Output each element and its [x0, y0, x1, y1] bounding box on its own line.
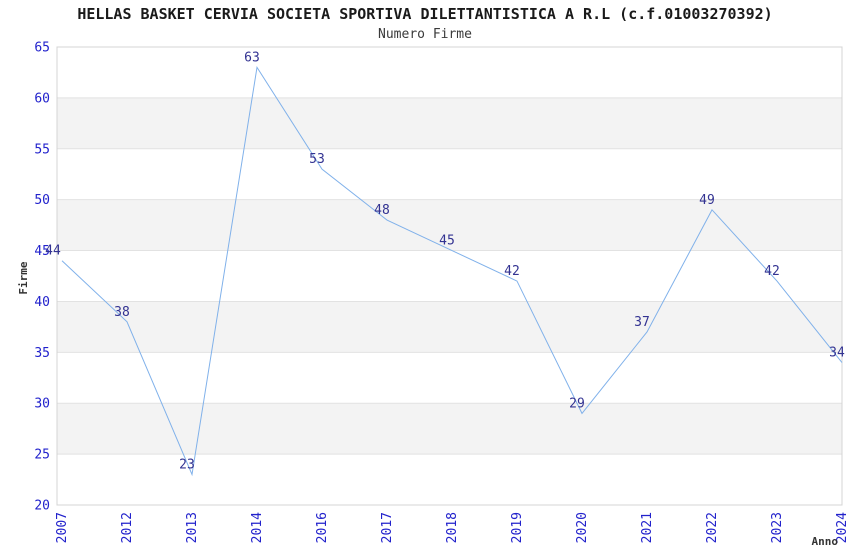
shaded-bands — [57, 97, 842, 455]
data-point-label: 48 — [374, 203, 390, 218]
x-tick-label: 2024 — [835, 512, 850, 543]
x-tick-label: 2013 — [185, 512, 200, 543]
data-point-label: 23 — [179, 457, 195, 472]
data-point-label: 49 — [699, 193, 715, 208]
y-tick-label: 55 — [34, 142, 50, 157]
chart-title: HELLAS BASKET CERVIA SOCIETA SPORTIVA DI… — [77, 5, 773, 23]
data-point-label: 38 — [114, 305, 130, 320]
series-line — [61, 65, 843, 477]
y-tick-label: 35 — [34, 346, 50, 361]
y-tick-label: 45 — [34, 244, 50, 259]
y-tick-label: 30 — [34, 397, 50, 412]
x-axis-tick-labels: 2007 2012 2013 2014 2016 2017 2018 2019 2020 2021… — [55, 512, 850, 543]
shaded-band — [57, 97, 842, 149]
y-tick-label: 25 — [34, 448, 50, 463]
data-point-labels: 44 38 23 63 53 48 45 42 29 37 49 42 34 — [45, 50, 845, 472]
data-point-label: 37 — [634, 315, 650, 330]
x-tick-label: 2014 — [250, 512, 265, 543]
y-axis-title: Firme — [17, 261, 30, 294]
x-tick-label: 2021 — [640, 512, 655, 543]
plot-border — [56, 46, 843, 506]
chart-subtitle: Numero Firme — [378, 27, 472, 42]
data-point-label: 29 — [569, 396, 585, 411]
data-point-label: 34 — [829, 346, 845, 361]
y-tick-label: 40 — [34, 295, 50, 310]
data-point-label: 53 — [309, 152, 325, 167]
shaded-band — [57, 199, 842, 251]
y-tick-label: 50 — [34, 193, 50, 208]
data-point-label: 44 — [45, 244, 61, 259]
x-tick-label: 2022 — [705, 512, 720, 543]
shaded-band — [57, 301, 842, 353]
x-tick-label: 2018 — [445, 512, 460, 543]
x-tick-label: 2019 — [510, 512, 525, 543]
shaded-band — [57, 403, 842, 455]
data-point-label: 45 — [439, 234, 455, 249]
x-tick-label: 2017 — [380, 512, 395, 543]
data-point-label: 42 — [764, 264, 780, 279]
x-tick-label: 2016 — [315, 512, 330, 543]
x-tick-label: 2023 — [770, 512, 785, 543]
data-point-label: 63 — [244, 50, 260, 65]
y-tick-label: 60 — [34, 91, 50, 106]
x-tick-label: 2007 — [55, 512, 70, 543]
x-axis-title: Anno — [812, 535, 839, 548]
gridlines — [57, 97, 842, 455]
data-point-label: 42 — [504, 264, 520, 279]
y-tick-label: 65 — [34, 41, 50, 56]
y-axis-tick-labels: 20 25 30 35 40 45 50 55 60 65 — [34, 41, 50, 514]
y-tick-label: 20 — [34, 499, 50, 514]
x-tick-label: 2020 — [575, 512, 590, 543]
x-tick-label: 2012 — [120, 512, 135, 543]
